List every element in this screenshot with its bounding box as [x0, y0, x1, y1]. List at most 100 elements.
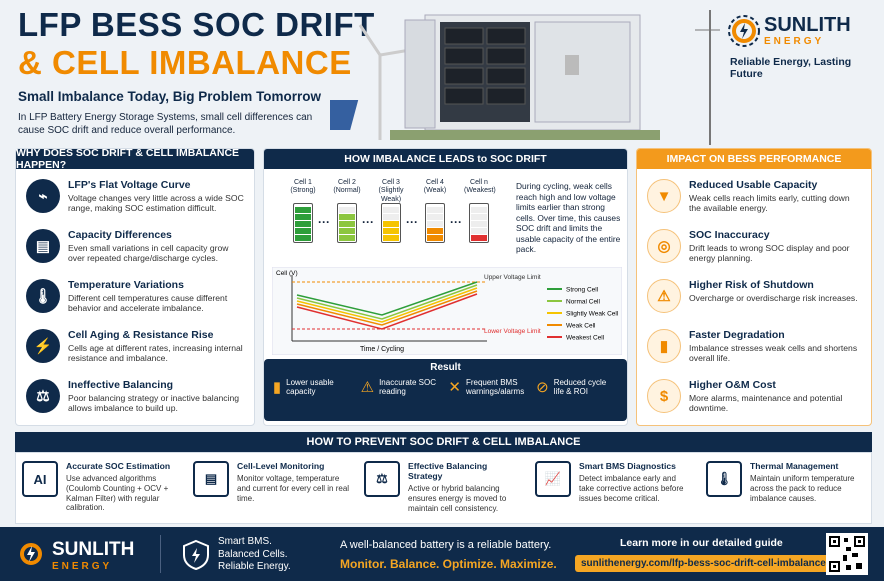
item-body: Cell Aging & Resistance Rise Cells age at…: [68, 329, 244, 364]
slogan-line: Reliable Energy.: [218, 561, 291, 572]
intro: In LFP Battery Energy Storage Systems, s…: [18, 112, 313, 136]
cell-segment: [339, 207, 355, 213]
impact-panel: IMPACT ON BESS PERFORMANCE ▼ Reduced Usab…: [636, 148, 872, 426]
why-title: WHY DOES SOC DRIFT & CELL IMBALANCE HAPP…: [16, 147, 254, 171]
footer-quote: A well-balanced battery is a reliable ba…: [340, 539, 552, 551]
title-line1: LFP BESS SOC DRIFT: [18, 6, 375, 43]
impact-title: IMPACT ON BESS PERFORMANCE: [637, 149, 871, 169]
prevent-item: AI Accurate SOC Estimation Use advanced al…: [16, 453, 186, 521]
prevent-icon: ▤: [193, 461, 229, 497]
cell-segment: [295, 235, 311, 241]
x-axis-label: Time / Cycling: [360, 346, 404, 353]
normal-cell-line: [296, 284, 478, 320]
item-text: Even small variations in cell capacity g…: [68, 243, 229, 264]
prevent-title: Thermal Management: [750, 461, 839, 471]
item-text: Weak cells reach limits early, cutting d…: [689, 193, 850, 214]
cell-segment: [383, 228, 399, 234]
list-item: ◎ SOC Inaccuracy Drift leads to wrong SOC …: [637, 229, 871, 264]
cell-segment: [471, 207, 487, 213]
prevent-body: Cell-Level Monitoring Monitor voltage, te…: [237, 461, 351, 503]
result-text: Reduced cycle life & ROI: [553, 378, 607, 396]
cell-segment: [427, 214, 443, 220]
prevent-text: Active or hybrid balancing ensures energ…: [408, 484, 507, 513]
item-title: Higher Risk of Shutdown: [689, 279, 814, 291]
result-item: ⊘ Reduced cycle life & ROI: [536, 378, 618, 396]
item-title: Temperature Variations: [68, 279, 184, 291]
cell-status: (Normal): [333, 187, 361, 195]
legend: Strong Cell Normal Cell Slightly Weak Cell…: [547, 287, 619, 342]
cell-name: Cell 1: [294, 179, 312, 186]
cell-battery: [425, 203, 445, 243]
prevent-text: Use advanced algorithms (Coulomb Countin…: [66, 474, 169, 513]
cell-segment: [383, 221, 399, 227]
list-item: 🌡 Temperature Variations Different cell te…: [16, 279, 254, 314]
cell-segment: [471, 214, 487, 220]
list-item: ▤ Capacity Differences Even small variatio…: [16, 229, 254, 264]
cell-name: Cell 2: [338, 179, 356, 186]
result-icon: ✕: [448, 379, 461, 396]
footer-slogan: Smart BMS. Balanced Cells. Reliable Energy…: [218, 536, 291, 574]
lower-limit-label: Lower Voltage Limit: [484, 328, 541, 335]
result-title: Result: [430, 362, 461, 373]
cell-label: Cell 4 (Weak): [420, 179, 450, 196]
prevent-body: Smart BMS Diagnostics Detect imbalance ea…: [579, 461, 693, 503]
weak-cell-line: [296, 290, 478, 326]
cell-segment: [295, 207, 311, 213]
item-icon: ⚠: [647, 279, 681, 313]
result-list: ▮ Lower usable capacity ⚠ Inaccurate SOC re…: [264, 378, 627, 396]
prevent-body: Thermal Management Maintain uniform tempe…: [750, 461, 864, 503]
prevent-title: Accurate SOC Estimation: [66, 461, 171, 471]
list-item: ⚠ Higher Risk of Shutdown Overcharge or ov…: [637, 279, 871, 313]
cell-segment: [427, 228, 443, 234]
result-icon: ⊘: [536, 379, 549, 396]
item-icon: $: [647, 379, 681, 413]
cell-battery: [381, 203, 401, 243]
brand-logo: [728, 15, 760, 47]
item-icon: ▮: [647, 329, 681, 363]
cell-status: (Weakest): [464, 187, 496, 195]
cell-name: Cell 4: [426, 179, 444, 186]
result-text: Frequent BMS warnings/alarms: [465, 378, 525, 396]
brand-tagline: Reliable Energy, Lasting Future: [730, 56, 852, 80]
prevent-icon: 🌡: [706, 461, 742, 497]
item-body: Reduced Usable Capacity Weak cells reach …: [689, 179, 861, 214]
legend-label: Normal Cell: [566, 299, 601, 306]
prevent-item: ⚖ Effective Balancing Strategy Active or h…: [358, 453, 528, 521]
list-item: ⚖ Ineffective Balancing Poor balancing str…: [16, 379, 254, 414]
list-item: ▼ Reduced Usable Capacity Weak cells reach…: [637, 179, 871, 214]
brand-sub: ENERGY: [764, 36, 825, 47]
result-icon: ▮: [272, 379, 282, 396]
cell-segment: [339, 235, 355, 241]
item-title: Higher O&M Cost: [689, 379, 776, 391]
title-line2: & CELL IMBALANCE: [18, 44, 352, 81]
footer-url[interactable]: sunlithenergy.com/lfp-bess-soc-drift-cel…: [575, 555, 835, 572]
cell-name: Cell n: [470, 179, 488, 186]
cell-label: Cell 3 (Slightly Weak): [376, 179, 406, 204]
cell-segment: [295, 214, 311, 220]
item-text: Cells age at different rates, increasing…: [68, 343, 243, 364]
cell-segment: [383, 207, 399, 213]
item-body: LFP's Flat Voltage Curve Voltage changes …: [68, 179, 244, 214]
cell-segment: [471, 221, 487, 227]
cell-label: Cell 2 (Normal): [332, 179, 362, 196]
slogan-line: Smart BMS.: [218, 536, 272, 547]
item-body: Capacity Differences Even small variation…: [68, 229, 244, 264]
prevent-text: Detect imbalance early and take correcti…: [579, 474, 684, 503]
cell-status: (Strong): [290, 187, 316, 195]
item-body: Temperature Variations Different cell tem…: [68, 279, 244, 314]
prevent-body: Accurate SOC Estimation Use advanced algo…: [66, 461, 180, 513]
result-item: ⚠ Inaccurate SOC reading: [361, 378, 443, 396]
item-body: Ineffective Balancing Poor balancing stra…: [68, 379, 244, 414]
item-icon: ▼: [647, 179, 681, 213]
item-text: Different cell temperatures cause differ…: [68, 293, 228, 314]
why-panel: WHY DOES SOC DRIFT & CELL IMBALANCE HAPP…: [15, 147, 255, 426]
ellipsis: ···: [318, 215, 330, 229]
prevent-body: Effective Balancing Strategy Active or hy…: [408, 461, 522, 513]
result-text: Lower usable capacity: [286, 378, 334, 396]
cell-segment: [383, 214, 399, 220]
slightly-weak-cell-line: [296, 287, 478, 323]
footer-motto: Monitor. Balance. Optimize. Maximize.: [340, 557, 557, 571]
item-title: Cell Aging & Resistance Rise: [68, 329, 214, 341]
prevent-item: 📈 Smart BMS Diagnostics Detect imbalance e…: [529, 453, 699, 511]
